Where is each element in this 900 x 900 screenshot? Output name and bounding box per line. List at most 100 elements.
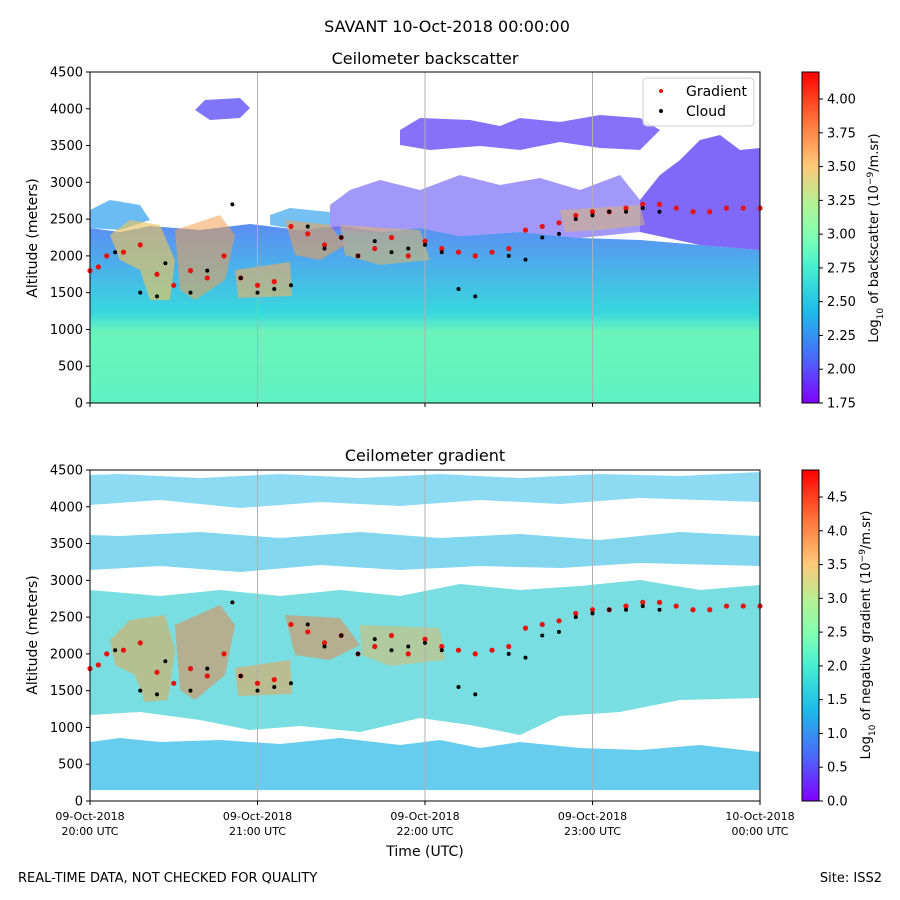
gradient-gradient-point <box>422 636 428 642</box>
backscatter-ytick-label: 1000 <box>50 323 83 338</box>
gradient-cloud-point <box>372 637 377 642</box>
gradient-gradient-point <box>640 599 646 606</box>
gradient-xtick-time: 22:00 UTC <box>396 825 453 838</box>
backscatter-cloud-point <box>423 242 427 247</box>
backscatter-gradient-point <box>522 227 529 233</box>
gradient-ytick-label: 500 <box>58 758 83 773</box>
gradient-gradient-point <box>120 647 127 653</box>
backscatter-cloud-band-1 <box>110 220 175 300</box>
backscatter-gradient-point <box>120 249 127 255</box>
gradient-colorbar <box>801 469 820 802</box>
gradient-cloud-point <box>205 666 210 671</box>
backscatter-cloud-point <box>238 275 243 280</box>
backscatter-cloud-point <box>389 250 394 255</box>
backscatter-ytick-label: 1500 <box>50 286 83 301</box>
backscatter-cbar-tick-label: 4.00 <box>827 93 856 108</box>
gradient-gradient-markers <box>87 599 763 686</box>
backscatter-cloud-point <box>289 283 293 288</box>
gradient-gradient-point <box>556 618 562 624</box>
gradient-gradient-point <box>589 607 596 613</box>
footer-quality-note: REAL-TIME DATA, NOT CHECKED FOR QUALITY <box>18 871 317 886</box>
gradient-cbar-tick-label: 1.0 <box>827 727 848 742</box>
backscatter-ytick-label: 3000 <box>50 176 83 191</box>
backscatter-ytick-label: 2500 <box>50 213 83 228</box>
backscatter-cbar-tick-label: 2.00 <box>827 363 856 378</box>
backscatter-cloud-point <box>113 250 118 255</box>
backscatter-gradient-point <box>506 245 512 252</box>
backscatter-gradient-point <box>573 212 579 219</box>
gradient-gradient-point <box>204 673 210 679</box>
backscatter-gradient-point <box>589 209 596 215</box>
backscatter-cloud-point <box>163 261 168 266</box>
gradient-gradient-point <box>539 621 545 628</box>
legend-frame <box>642 77 755 127</box>
backscatter-cloud-point <box>657 209 662 214</box>
gradient-gradient-point <box>254 680 261 686</box>
backscatter-gradient-point <box>489 249 495 255</box>
backscatter-cbar-tick-label: 2.25 <box>827 329 856 344</box>
backscatter-cloud-point <box>305 224 310 229</box>
gradient-cloud-point <box>289 681 293 686</box>
backscatter-cbar-tick-label: 2.75 <box>827 261 856 276</box>
backscatter-cloud-point <box>640 206 645 211</box>
backscatter-cloud-point <box>155 294 159 299</box>
legend-gradient-marker <box>659 89 663 93</box>
backscatter-gradient-point <box>640 201 646 207</box>
gradient-ytick-label: 2500 <box>50 611 83 626</box>
suptitle: SAVANT 10-Oct-2018 00:00:00 <box>324 17 570 36</box>
backscatter-gradient-point <box>740 205 746 211</box>
gradient-gradient-point <box>489 647 495 653</box>
backscatter-gradient-point <box>723 205 730 211</box>
backscatter-ytick-label: 4000 <box>50 102 83 117</box>
backscatter-cloud-point <box>590 213 595 218</box>
backscatter-gradient-point <box>690 209 696 215</box>
gradient-gradient-point <box>623 603 629 609</box>
backscatter-cbar-tick-label: 1.75 <box>827 397 856 412</box>
backscatter-cloud-band-6 <box>560 205 645 232</box>
backscatter-ytick-label: 2000 <box>50 249 83 264</box>
gradient-core-2 <box>175 605 235 700</box>
backscatter-gradient-point <box>204 275 210 281</box>
backscatter-colorbar-ticks: 1.75 2.00 2.25 2.50 2.75 3.00 3.25 3.50 3.75 4.00 <box>819 93 856 412</box>
gradient-core-4 <box>285 615 360 660</box>
gradient-cloud-point <box>238 673 243 678</box>
backscatter-gradient-point <box>271 279 277 285</box>
gradient-gradient-point <box>221 651 227 657</box>
gradient-cloud-point <box>624 607 628 612</box>
gradient-cbar-tick-label: 3.5 <box>827 558 848 573</box>
gradient-cloud-point <box>523 655 528 660</box>
backscatter-gradient-point <box>288 223 294 230</box>
backscatter-cloud-point <box>506 253 511 258</box>
footer-site: Site: ISS2 <box>820 871 882 886</box>
backscatter-gradient-point <box>707 209 713 215</box>
backscatter-gradient-point <box>171 282 177 288</box>
backscatter-cloud-point <box>372 239 377 244</box>
gradient-cloud-point <box>406 644 411 649</box>
gradient-gradient-point <box>573 610 579 617</box>
gradient-gradient-point <box>171 680 177 686</box>
gradient-core-5 <box>360 625 445 666</box>
backscatter-gridlines <box>257 72 593 403</box>
gradient-cloud-point <box>356 651 360 656</box>
gradient-cloud-point <box>113 648 118 653</box>
gradient-xtick-time: 21:00 UTC <box>229 825 286 838</box>
backscatter-cloud-point <box>557 231 561 236</box>
backscatter-gradient-point <box>656 201 663 207</box>
gradient-cloud-point <box>230 600 235 605</box>
backscatter-top-patch-2 <box>400 115 660 150</box>
backscatter-cloud-point <box>255 290 260 295</box>
gradient-gradient-point <box>472 651 478 657</box>
gradient-gradient-point <box>522 625 529 631</box>
gradient-core-3 <box>235 660 292 696</box>
gradient-gradient-point <box>388 632 395 639</box>
backscatter-gradient-point <box>472 253 478 259</box>
gradient-gradient-point <box>405 651 411 657</box>
backscatter-cbar-tick-label: 3.50 <box>827 160 856 175</box>
backscatter-gradient-point <box>221 253 227 259</box>
backscatter-cloud-point <box>523 257 528 262</box>
gradient-cloud-point <box>423 640 427 645</box>
gradient-cbar-tick-label: 1.5 <box>827 693 848 708</box>
gradient-cloud-point <box>573 615 578 620</box>
backscatter-ylabel: Altitude (meters) <box>25 178 41 298</box>
gradient-cloud-point <box>188 688 193 693</box>
